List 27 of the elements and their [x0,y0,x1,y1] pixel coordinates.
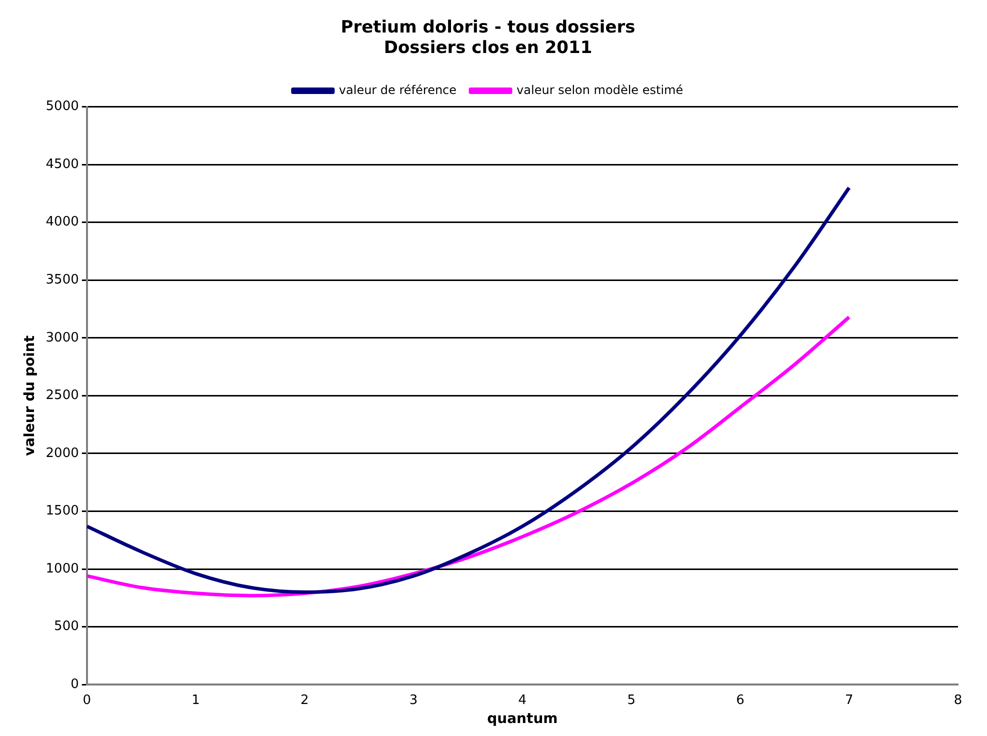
y-tick-label: 1000 [46,561,79,576]
x-tick-label: 4 [518,692,527,708]
y-tick-label: 500 [54,619,79,634]
x-tick-label: 1 [192,692,200,708]
y-tick-label: 5000 [46,99,79,114]
y-tick-label: 2500 [46,388,79,404]
y-tick-label: 0 [70,676,79,692]
x-tick-label: 0 [82,692,92,708]
y-tick-label: 2000 [46,446,79,461]
y-tick-label: 4500 [46,156,79,172]
y-tick-label: 4000 [46,214,79,230]
y-tick-label: 3000 [46,330,79,346]
x-tick-label: 3 [409,692,418,708]
x-tick-label: 5 [627,692,636,708]
x-tick-label: 8 [954,692,962,708]
y-tick-label: 1500 [46,504,79,519]
y-axis-title: valeur du point [22,335,38,456]
legend-label: valeur de référence [338,82,457,97]
x-tick-label: 2 [300,692,309,708]
text: Pretium doloris - tous dossiers [340,18,636,38]
x-axis-title: quantum [487,711,558,728]
text: Dossiers clos en 2011 [384,38,592,58]
line-series [86,186,851,594]
x-tick-label: 6 [736,692,744,708]
legend-label: valeur selon modèle estimé [516,82,684,97]
y-tick-label: 3500 [46,272,79,288]
x-tick-label: 7 [844,692,854,708]
